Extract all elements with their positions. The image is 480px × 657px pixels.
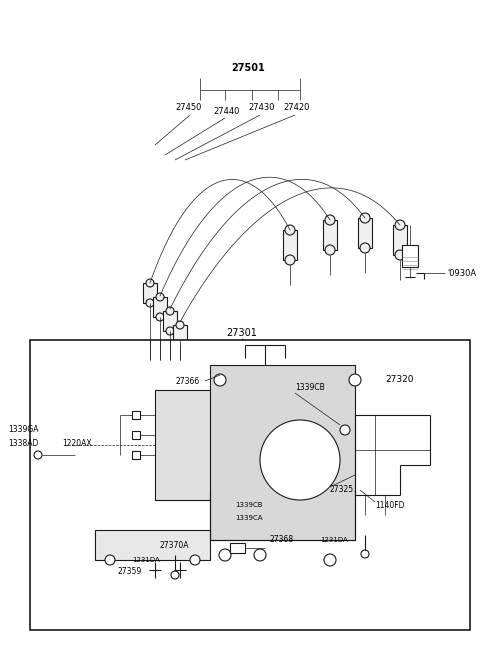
Bar [230,543,245,553]
Circle shape [146,279,154,287]
Circle shape [324,554,336,566]
Circle shape [171,571,179,579]
Bar [173,325,187,345]
Circle shape [360,243,370,253]
Circle shape [325,245,335,255]
Text: 1339CB: 1339CB [295,384,325,392]
Circle shape [260,420,340,500]
Text: '0930A: '0930A [447,269,476,277]
Text: 27420: 27420 [283,104,310,112]
Bar [283,230,297,260]
Circle shape [156,313,164,321]
Bar [95,530,210,560]
Bar [323,220,337,250]
Circle shape [176,321,184,329]
Text: 27325: 27325 [330,486,354,495]
Text: 27320: 27320 [385,376,413,384]
Bar [210,365,355,540]
Text: 27366: 27366 [175,376,199,386]
Text: 27368: 27368 [270,535,294,545]
Circle shape [325,215,335,225]
Bar [143,283,157,303]
Text: 27450: 27450 [175,104,202,112]
Text: 1140FD: 1140FD [375,501,405,509]
Circle shape [285,255,295,265]
Bar [402,245,418,267]
Text: 27359: 27359 [118,568,142,576]
Bar [132,411,140,419]
Bar [155,390,255,500]
Text: 1231DA: 1231DA [132,557,160,563]
Circle shape [34,451,42,459]
Circle shape [349,374,361,386]
Circle shape [146,299,154,307]
Text: 27301: 27301 [227,328,257,338]
Text: 27430: 27430 [248,104,275,112]
Bar [30,340,470,630]
Bar [153,297,167,317]
Bar [132,451,140,459]
Circle shape [166,307,174,315]
Circle shape [190,555,200,565]
Circle shape [156,293,164,301]
Text: 1338AD: 1338AD [8,438,38,447]
Text: 27370A: 27370A [160,541,190,549]
Bar [358,218,372,248]
Text: 1220AX: 1220AX [62,438,92,447]
Circle shape [219,549,231,561]
Circle shape [285,225,295,235]
Bar [163,311,177,331]
Circle shape [395,250,405,260]
Text: 27440: 27440 [213,108,240,116]
Bar [132,431,140,439]
Circle shape [340,425,350,435]
Circle shape [105,555,115,565]
Text: 1339GA: 1339GA [8,426,38,434]
Circle shape [254,549,266,561]
Text: 1339CA: 1339CA [235,515,263,521]
Text: 1339CB: 1339CB [235,502,263,508]
Circle shape [166,327,174,335]
Circle shape [214,374,226,386]
Text: 27501: 27501 [231,63,265,73]
Circle shape [176,341,184,349]
Circle shape [360,213,370,223]
Text: 1231DA: 1231DA [320,537,348,543]
Bar [393,225,407,255]
Circle shape [395,220,405,230]
Circle shape [361,550,369,558]
